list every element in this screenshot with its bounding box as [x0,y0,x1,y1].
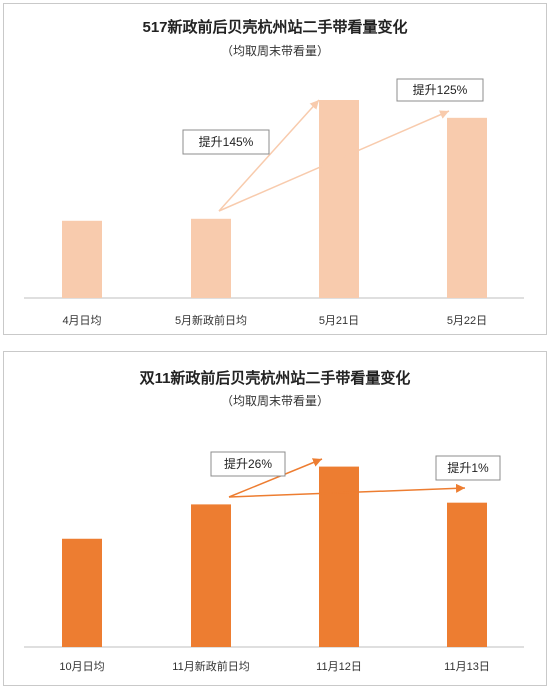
bar [447,117,487,298]
x-tick-label: 5月22日 [447,315,487,327]
bar-group [62,466,487,647]
annotation-box-border [210,451,286,477]
bar-group [62,100,487,298]
bar [447,502,487,647]
annotation-box: 提升1% [435,455,501,481]
bar [191,218,231,298]
annotation-group [218,99,450,212]
annotation-box: 提升145% [182,129,270,155]
annotation-boxes: 提升145% 提升125% [182,78,484,155]
chart-title: 517新政前后贝壳杭州站二手带看量变化 [142,18,407,36]
x-tick-label: 11月13日 [444,661,490,673]
annotation-text: 提升145% [199,134,254,149]
annotation-arrow [218,110,450,212]
x-tick-label: 5月21日 [319,315,359,327]
x-tick-label: 4月日均 [62,314,101,327]
annotation-arrow [218,99,320,212]
chart-title: 双11新政前后贝壳杭州站二手带看量变化 [140,369,411,387]
bar [191,504,231,647]
bar [62,220,102,298]
chart-panel-1: 517新政前后贝壳杭州站二手带看量变化 （均取周末带看量） 4月日均 5月新政前… [3,3,547,335]
bar [319,466,359,647]
annotation-box-border [435,455,501,481]
chart-subtitle: （均取周末带看量） [221,44,329,58]
chart-subtitle: （均取周末带看量） [221,394,329,408]
x-tick-label: 11月新政前日均 [172,659,249,673]
annotation-box-border [182,129,270,155]
chart-517: 517新政前后贝壳杭州站二手带看量变化 （均取周末带看量） 4月日均 5月新政前… [24,18,524,327]
annotation-arrow [228,458,323,498]
x-tick-label: 11月12日 [316,661,362,673]
bar [319,100,359,298]
annotation-text: 提升26% [224,456,272,471]
chart-double-11: 双11新政前后贝壳杭州站二手带看量变化 （均取周末带看量） 10月日均 11月新… [24,369,524,673]
x-tick-labels: 10月日均 11月新政前日均 11月12日 11月13日 [59,659,489,673]
chart-panel-2: 双11新政前后贝壳杭州站二手带看量变化 （均取周末带看量） 10月日均 11月新… [3,351,547,686]
annotation-box: 提升26% [210,451,286,477]
annotation-text: 提升125% [413,82,468,97]
annotation-text: 提升1% [447,460,489,475]
annotation-box: 提升125% [396,78,484,102]
x-tick-labels: 4月日均 5月新政前日均 5月21日 5月22日 [62,313,487,327]
x-tick-label: 5月新政前日均 [175,313,247,327]
annotation-boxes: 提升26% 提升1% [210,451,501,481]
annotation-box-border [396,78,484,102]
annotation-group [228,458,466,498]
annotation-arrow [228,483,466,498]
x-tick-label: 10月日均 [59,660,104,673]
bar [62,538,102,647]
